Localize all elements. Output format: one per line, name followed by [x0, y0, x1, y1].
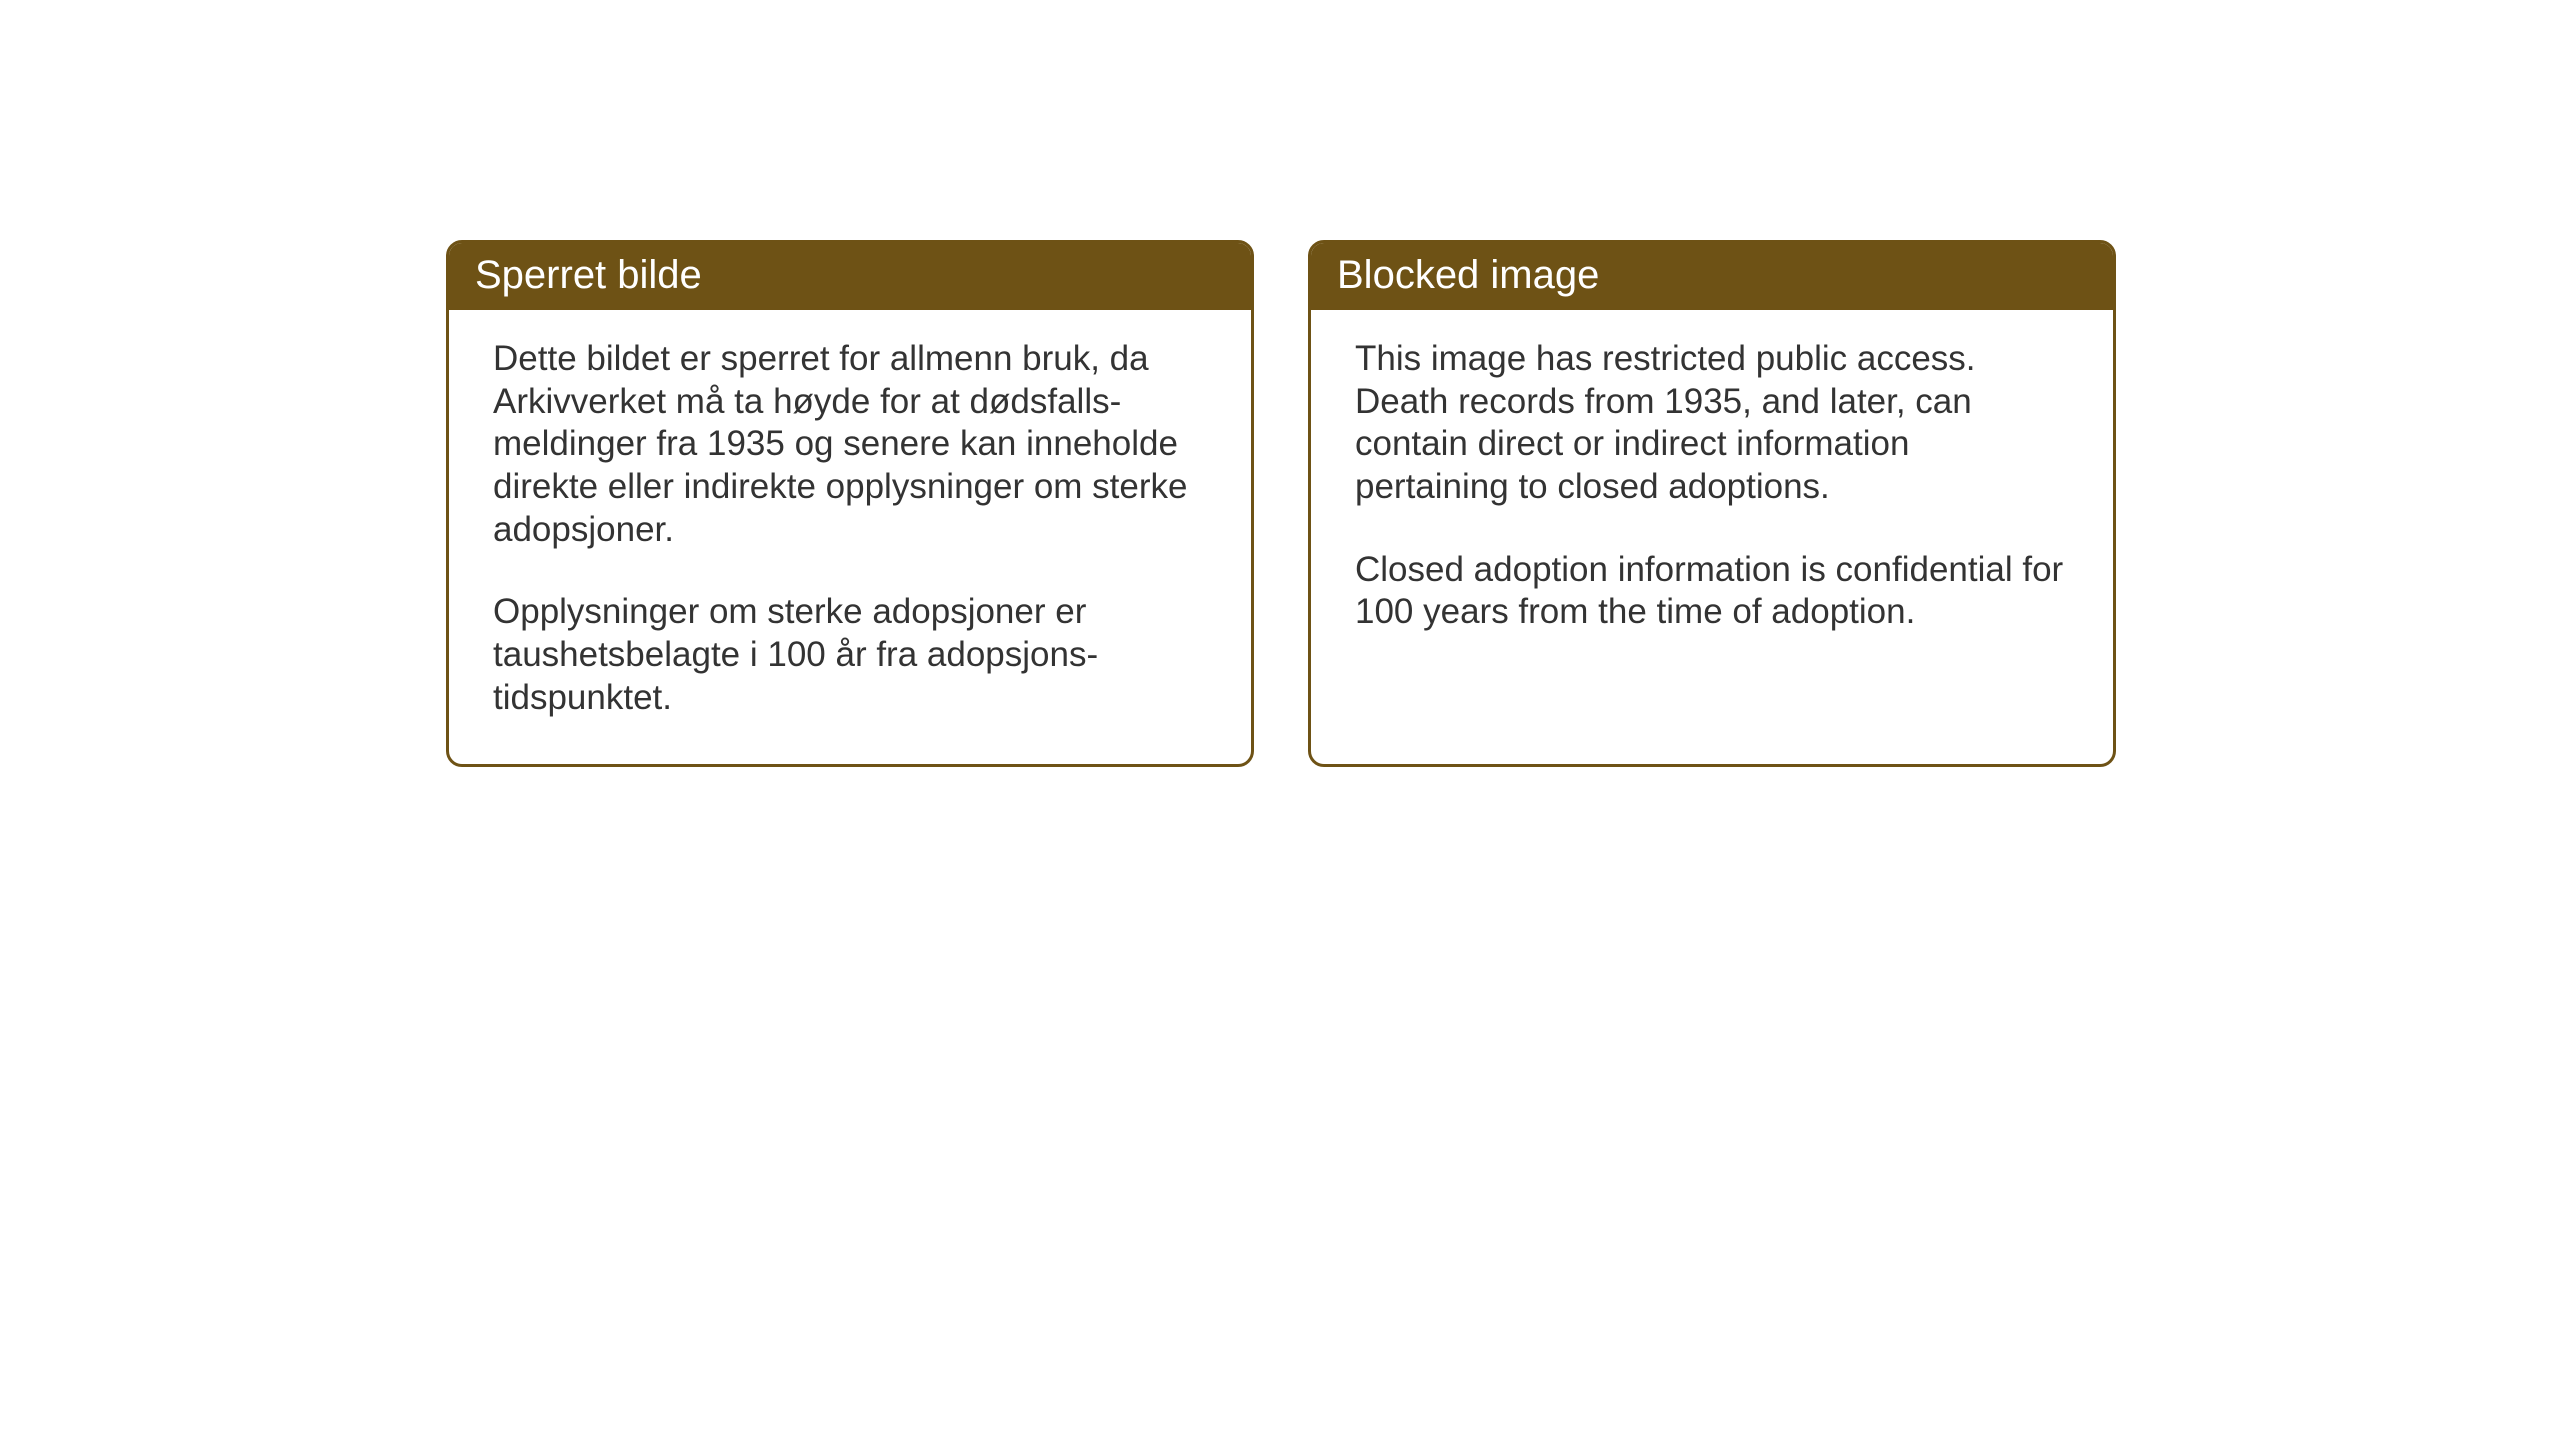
- card-body-english: This image has restricted public access.…: [1311, 310, 2113, 678]
- notice-card-english: Blocked image This image has restricted …: [1308, 240, 2116, 767]
- card-title-english: Blocked image: [1337, 253, 1599, 297]
- card-paragraph-norwegian-2: Opplysninger om sterke adopsjoner er tau…: [493, 591, 1207, 719]
- card-body-norwegian: Dette bildet er sperret for allmenn bruk…: [449, 310, 1251, 764]
- card-paragraph-english-2: Closed adoption information is confident…: [1355, 549, 2069, 634]
- card-header-norwegian: Sperret bilde: [449, 243, 1251, 310]
- card-paragraph-english-1: This image has restricted public access.…: [1355, 338, 2069, 509]
- card-header-english: Blocked image: [1311, 243, 2113, 310]
- notice-card-norwegian: Sperret bilde Dette bildet er sperret fo…: [446, 240, 1254, 767]
- card-paragraph-norwegian-1: Dette bildet er sperret for allmenn bruk…: [493, 338, 1207, 551]
- notice-container: Sperret bilde Dette bildet er sperret fo…: [446, 240, 2116, 767]
- card-title-norwegian: Sperret bilde: [475, 253, 702, 297]
